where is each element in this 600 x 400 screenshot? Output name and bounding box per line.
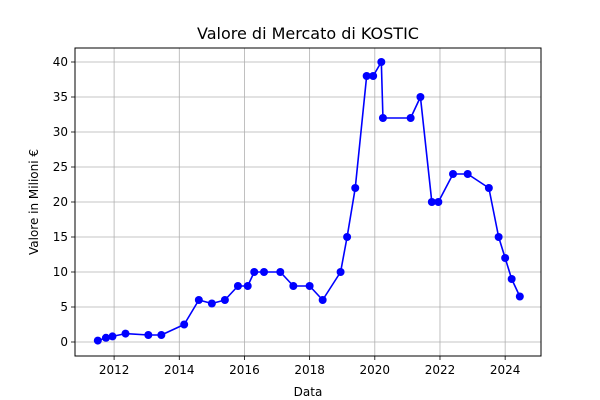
y-tick-label: 30 [53, 125, 68, 139]
data-point [362, 72, 371, 80]
data-point [108, 332, 117, 341]
data-point [243, 282, 252, 290]
y-tick-label: 35 [53, 90, 68, 104]
data-point [180, 320, 189, 329]
data-point [305, 282, 314, 290]
data-point [336, 268, 345, 276]
data-point [378, 114, 387, 122]
data-point [377, 58, 386, 66]
data-point [351, 184, 360, 192]
data-point [501, 254, 510, 262]
data-point [93, 336, 102, 345]
data-point [406, 114, 415, 122]
y-axis-label: Valore in Milioni € [27, 149, 41, 255]
data-point [484, 184, 493, 192]
data-point [494, 233, 503, 241]
data-point [369, 72, 378, 80]
data-point [515, 292, 524, 301]
series-layer [93, 58, 524, 345]
data-point [507, 275, 516, 283]
data-point [207, 299, 216, 308]
x-tick-label: 2024 [490, 363, 521, 377]
data-point [318, 296, 327, 304]
x-tick-label: 2016 [229, 363, 260, 377]
y-tick-label: 0 [60, 335, 68, 349]
y-tick-label: 5 [60, 300, 68, 314]
data-point [157, 331, 166, 339]
data-point [250, 268, 259, 276]
x-axis-label: Data [294, 385, 323, 399]
data-point [276, 268, 285, 276]
chart-title: Valore di Mercato di KOSTIC [197, 24, 419, 43]
y-tick-label: 40 [53, 55, 68, 69]
data-point [220, 296, 229, 304]
data-point [233, 282, 242, 290]
x-tick-label: 2012 [99, 363, 130, 377]
data-point [434, 198, 443, 206]
data-point [144, 331, 153, 339]
data-point [343, 233, 352, 241]
y-tick-label: 10 [53, 265, 68, 279]
data-point [427, 198, 436, 206]
x-tick-label: 2020 [360, 363, 391, 377]
y-tick-label: 15 [53, 230, 68, 244]
x-tick-label: 2022 [425, 363, 456, 377]
ticks: 2012 2014 2016 2018 2020 2022 2024 0 5 10 15 20 25 30… [53, 55, 521, 377]
data-point [194, 296, 203, 304]
data-point [463, 170, 472, 178]
y-tick-label: 20 [53, 195, 68, 209]
x-tick-label: 2018 [294, 363, 325, 377]
data-point [416, 93, 425, 101]
data-point [289, 282, 298, 290]
y-tick-label: 25 [53, 160, 68, 174]
data-point [260, 268, 269, 276]
x-tick-label: 2014 [164, 363, 195, 377]
data-point [121, 329, 130, 338]
data-point [449, 170, 458, 178]
data-point [101, 333, 110, 342]
